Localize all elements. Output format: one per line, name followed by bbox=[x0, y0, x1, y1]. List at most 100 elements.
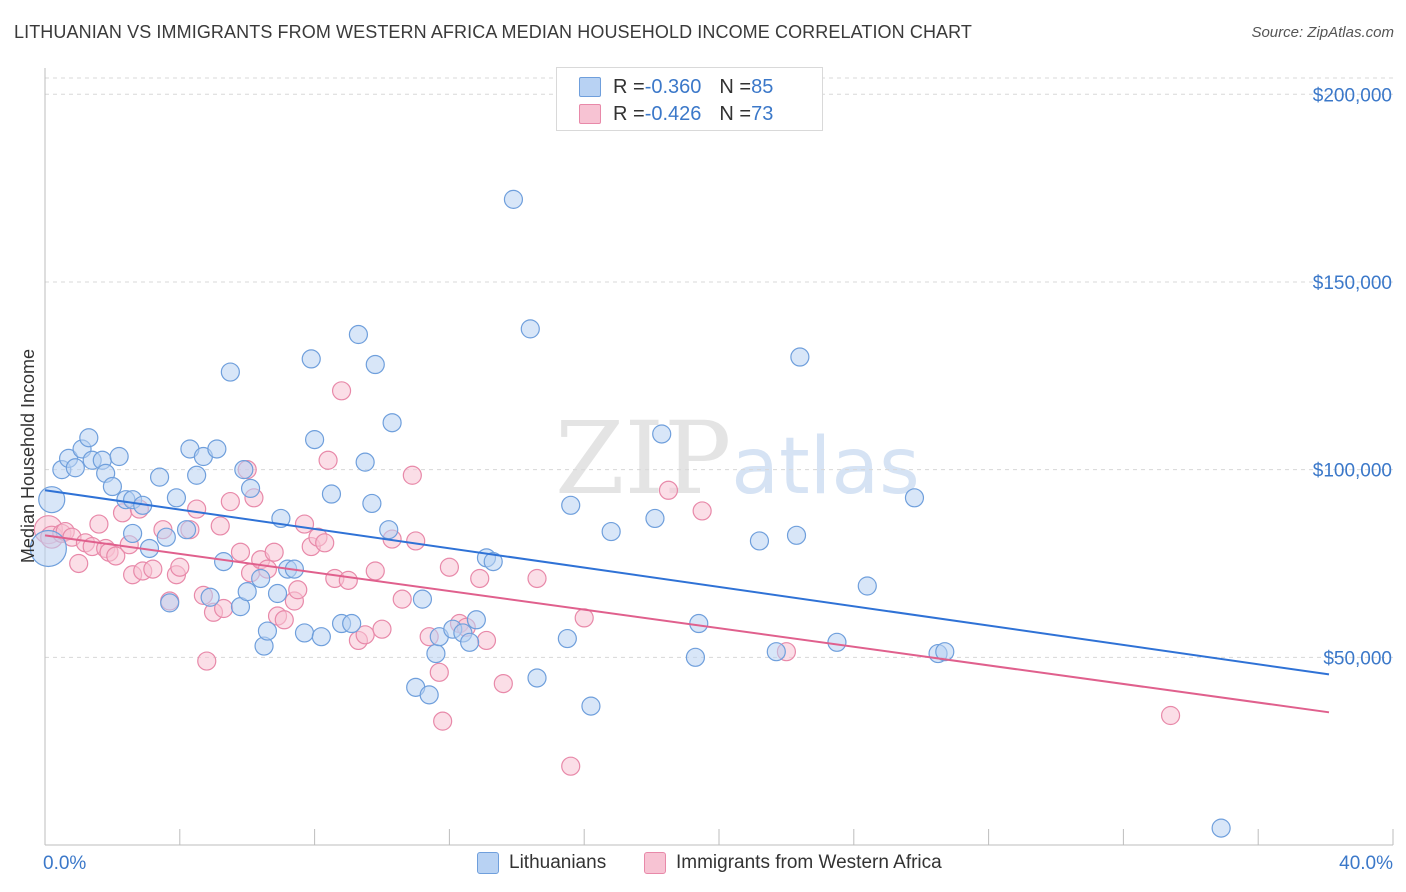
point-lithuanian[interactable] bbox=[904, 488, 925, 508]
point-lithuanian[interactable] bbox=[527, 668, 547, 688]
point-lithuanian[interactable] bbox=[1211, 818, 1231, 838]
point-western-africa[interactable] bbox=[402, 465, 422, 485]
point-western-africa[interactable] bbox=[439, 557, 459, 577]
point-lithuanian[interactable] bbox=[234, 460, 254, 480]
point-lithuanian[interactable] bbox=[348, 324, 369, 345]
point-lithuanian[interactable] bbox=[207, 439, 227, 459]
point-lithuanian[interactable] bbox=[382, 413, 402, 433]
point-western-africa[interactable] bbox=[574, 608, 594, 628]
point-western-africa[interactable] bbox=[210, 516, 230, 536]
point-lithuanian[interactable] bbox=[166, 488, 187, 508]
point-lithuanian[interactable] bbox=[301, 349, 321, 369]
point-lithuanian[interactable] bbox=[257, 621, 278, 641]
point-western-africa[interactable] bbox=[365, 561, 385, 581]
point-western-africa[interactable] bbox=[476, 630, 497, 651]
point-lithuanian[interactable] bbox=[426, 643, 446, 664]
point-western-africa[interactable] bbox=[197, 651, 217, 671]
point-western-africa[interactable] bbox=[69, 553, 89, 574]
point-lithuanian[interactable] bbox=[362, 493, 382, 514]
point-lithuanian[interactable] bbox=[365, 354, 385, 375]
point-lithuanian[interactable] bbox=[652, 424, 672, 444]
point-western-africa[interactable] bbox=[143, 559, 163, 579]
point-lithuanian[interactable] bbox=[102, 476, 123, 497]
chart-title: LITHUANIAN VS IMMIGRANTS FROM WESTERN AF… bbox=[14, 22, 973, 42]
point-lithuanian[interactable] bbox=[581, 696, 601, 716]
point-western-africa[interactable] bbox=[220, 491, 240, 512]
point-lithuanian[interactable] bbox=[79, 428, 99, 448]
point-western-africa[interactable] bbox=[692, 501, 712, 521]
point-western-africa[interactable] bbox=[493, 673, 513, 694]
point-lithuanian[interactable] bbox=[645, 508, 665, 529]
point-lithuanian[interactable] bbox=[749, 531, 770, 551]
point-lithuanian[interactable] bbox=[321, 484, 342, 504]
point-western-africa[interactable] bbox=[561, 756, 581, 776]
point-western-africa[interactable] bbox=[318, 450, 338, 470]
point-western-africa[interactable] bbox=[106, 546, 126, 566]
point-western-africa[interactable] bbox=[274, 610, 294, 630]
point-lithuanian[interactable] bbox=[766, 642, 786, 662]
point-lithuanian[interactable] bbox=[557, 628, 577, 649]
point-western-africa[interactable] bbox=[355, 625, 375, 645]
point-lithuanian[interactable] bbox=[187, 465, 207, 485]
point-western-africa[interactable] bbox=[392, 589, 412, 609]
point-western-africa[interactable] bbox=[433, 711, 453, 731]
point-lithuanian[interactable] bbox=[267, 583, 288, 604]
point-lithuanian[interactable] bbox=[342, 613, 362, 634]
point-lithuanian[interactable] bbox=[790, 347, 810, 367]
point-lithuanian[interactable] bbox=[466, 610, 486, 630]
point-lithuanian[interactable] bbox=[503, 189, 524, 209]
point-lithuanian[interactable] bbox=[251, 568, 271, 589]
point-lithuanian[interactable] bbox=[935, 642, 955, 662]
point-lithuanian[interactable] bbox=[176, 520, 197, 540]
point-western-africa[interactable] bbox=[527, 568, 547, 589]
point-western-africa[interactable] bbox=[372, 619, 392, 639]
legend-item-lithuanians[interactable]: Lithuanians bbox=[477, 852, 606, 874]
point-lithuanian[interactable] bbox=[786, 525, 807, 545]
point-western-africa[interactable] bbox=[89, 514, 109, 534]
point-lithuanian[interactable] bbox=[561, 495, 581, 515]
point-lithuanian[interactable] bbox=[355, 452, 375, 472]
point-lithuanian[interactable] bbox=[200, 587, 220, 607]
point-western-africa[interactable] bbox=[470, 568, 490, 589]
point-western-africa[interactable] bbox=[315, 533, 335, 553]
point-western-africa[interactable] bbox=[406, 531, 426, 551]
point-western-africa[interactable] bbox=[338, 570, 358, 590]
point-lithuanian[interactable] bbox=[311, 627, 331, 647]
point-lithuanian[interactable] bbox=[149, 467, 170, 487]
point-lithuanian[interactable] bbox=[857, 576, 877, 596]
legend-label-lithuanians: Lithuanians bbox=[509, 852, 607, 873]
point-western-africa[interactable] bbox=[187, 499, 207, 519]
point-lithuanian[interactable] bbox=[601, 521, 621, 542]
point-lithuanian[interactable] bbox=[520, 319, 540, 339]
point-lithuanian[interactable] bbox=[65, 458, 85, 478]
point-lithuanian[interactable] bbox=[123, 523, 143, 544]
point-lithuanian[interactable] bbox=[305, 430, 325, 450]
point-western-africa[interactable] bbox=[1160, 705, 1181, 726]
point-lithuanian[interactable] bbox=[294, 623, 315, 643]
point-western-africa[interactable] bbox=[288, 580, 308, 600]
point-lithuanian[interactable] bbox=[156, 527, 176, 547]
point-lithuanian[interactable] bbox=[29, 529, 67, 568]
point-lithuanian[interactable] bbox=[460, 632, 480, 652]
point-lithuanian[interactable] bbox=[412, 589, 433, 609]
point-lithuanian[interactable] bbox=[379, 520, 399, 540]
point-western-africa[interactable] bbox=[170, 557, 190, 577]
point-lithuanian[interactable] bbox=[419, 685, 439, 705]
point-lithuanian[interactable] bbox=[685, 647, 706, 667]
point-lithuanian[interactable] bbox=[109, 446, 129, 467]
point-lithuanian[interactable] bbox=[827, 632, 847, 652]
point-lithuanian[interactable] bbox=[237, 582, 257, 602]
point-lithuanian[interactable] bbox=[689, 613, 709, 634]
point-western-africa[interactable] bbox=[230, 542, 251, 562]
legend-item-western-africa[interactable]: Immigrants from Western Africa bbox=[644, 852, 942, 874]
point-western-africa[interactable] bbox=[294, 514, 315, 534]
point-lithuanian[interactable] bbox=[220, 362, 240, 382]
point-western-africa[interactable] bbox=[658, 480, 679, 500]
point-western-africa[interactable] bbox=[264, 542, 284, 562]
point-lithuanian[interactable] bbox=[240, 478, 261, 499]
point-western-africa[interactable] bbox=[331, 381, 352, 401]
y-tick-label: $100,000 bbox=[1313, 461, 1392, 482]
point-lithuanian[interactable] bbox=[160, 593, 180, 613]
point-western-africa[interactable] bbox=[429, 662, 449, 682]
point-lithuanian[interactable] bbox=[483, 552, 503, 572]
